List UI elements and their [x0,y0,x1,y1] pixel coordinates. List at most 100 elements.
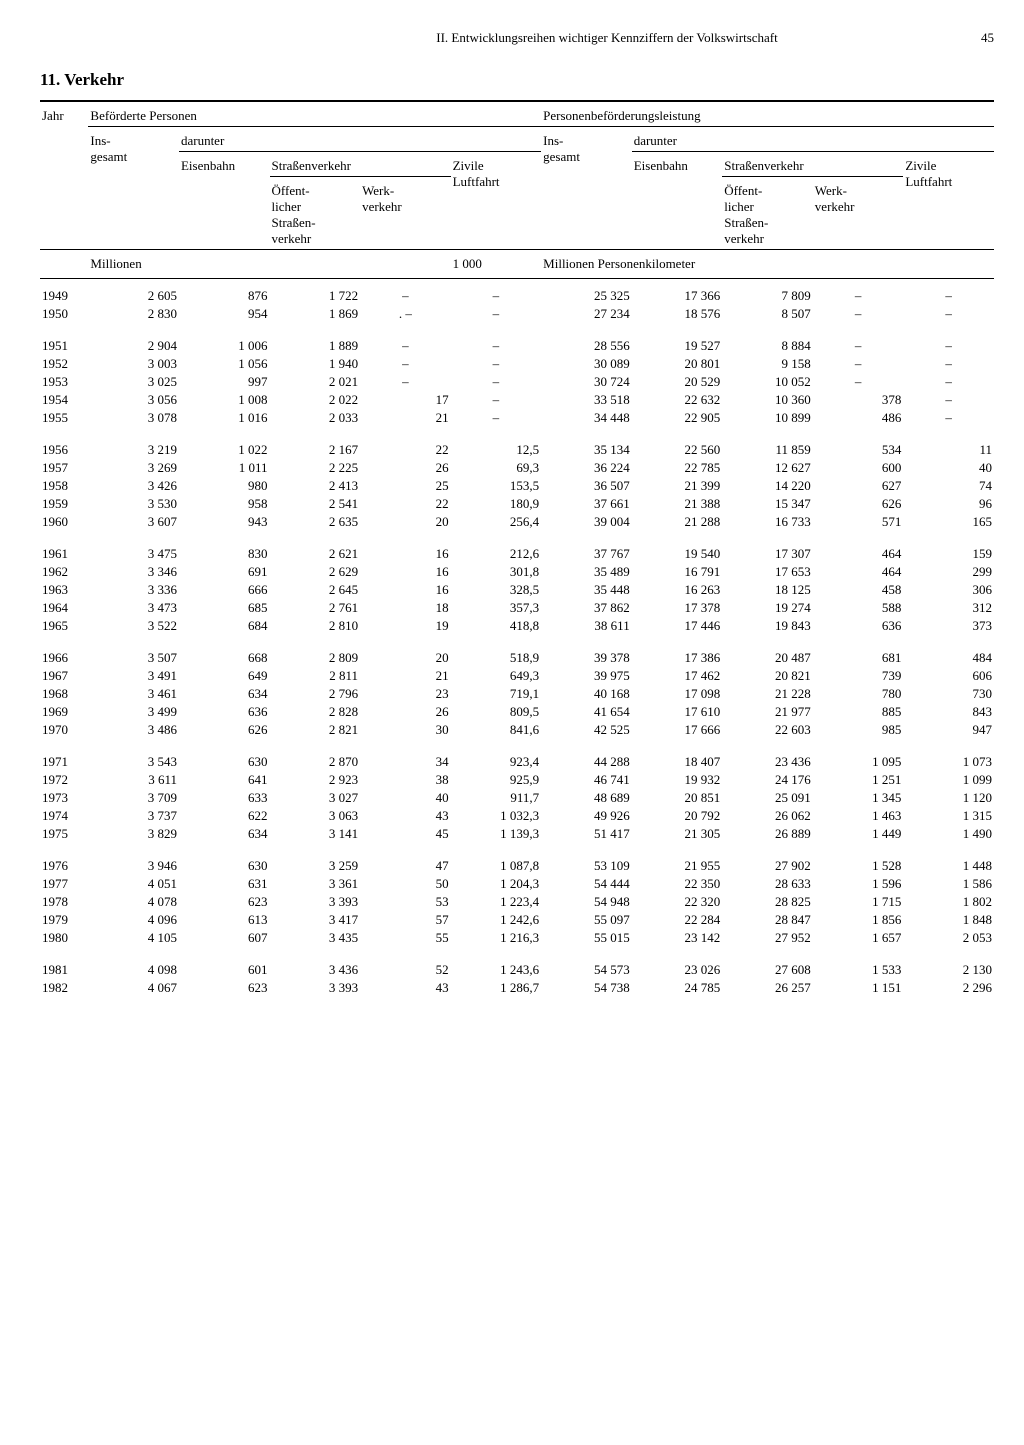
table-cell: 16 791 [632,563,723,581]
table-cell: 4 051 [88,875,179,893]
table-cell: 2 810 [270,617,361,635]
table-cell: 3 461 [88,685,179,703]
table-cell: 180,9 [451,495,542,513]
table-cell: 39 004 [541,513,632,531]
table-cell: 51 417 [541,825,632,843]
table-cell: 54 738 [541,979,632,997]
table-cell: 24 785 [632,979,723,997]
hdr-oeff-2: Öffent- licher Straßen- verkehr [722,177,813,250]
table-cell: – [813,287,904,305]
table-cell: 24 176 [722,771,813,789]
table-cell: 739 [813,667,904,685]
table-cell: 10 360 [722,391,813,409]
table-cell: 2 811 [270,667,361,685]
table-row: 19543 0561 0082 02217–33 51822 63210 360… [40,391,994,409]
hdr-strasse-2: Straßenverkehr [722,152,903,177]
table-cell: 2 761 [270,599,361,617]
table-cell: 17 610 [632,703,723,721]
table-cell: 17 366 [632,287,723,305]
table-cell: 23 [360,685,451,703]
table-cell: 45 [360,825,451,843]
table-cell: 28 825 [722,893,813,911]
table-cell: 958 [179,495,270,513]
table-cell: 1 490 [903,825,994,843]
section-title: 11. Verkehr [40,70,994,90]
table-cell: 4 078 [88,893,179,911]
table-cell: 925,9 [451,771,542,789]
table-cell: 3 486 [88,721,179,739]
table-cell: 16 [360,563,451,581]
table-cell: 1959 [40,495,88,513]
table-cell: 18 576 [632,305,723,323]
table-cell: 486 [813,409,904,427]
table-row: 19593 5309582 54122180,937 66121 38815 3… [40,495,994,513]
table-cell: 954 [179,305,270,323]
table-row: 19502 8309541 869. ––27 23418 5768 507–– [40,305,994,323]
table-cell: 1960 [40,513,88,531]
table-cell: 39 378 [541,649,632,667]
table-cell: 12,5 [451,441,542,459]
table-cell: 1 243,6 [451,961,542,979]
table-cell: 34 448 [541,409,632,427]
table-cell: 20 487 [722,649,813,667]
table-cell: 21 955 [632,857,723,875]
hdr-strasse-1: Straßenverkehr [270,152,451,177]
table-row: 19723 6116412 92338925,946 74119 93224 1… [40,771,994,789]
table-cell: 39 975 [541,667,632,685]
table-row: 19563 2191 0222 1672212,535 13422 56011 … [40,441,994,459]
table-row: 19573 2691 0112 2252669,336 22422 78512 … [40,459,994,477]
table-cell: 636 [179,703,270,721]
table-cell: 54 444 [541,875,632,893]
table-cell: 18 125 [722,581,813,599]
table-cell: 306 [903,581,994,599]
table-cell: 28 847 [722,911,813,929]
table-cell: 641 [179,771,270,789]
table-cell: 1955 [40,409,88,427]
table-cell: 10 899 [722,409,813,427]
table-cell: 36 224 [541,459,632,477]
hdr-insgesamt-2: Ins- gesamt [541,127,632,250]
table-cell: – [451,305,542,323]
table-cell: 588 [813,599,904,617]
table-row: 19492 6058761 722––25 32517 3667 809–– [40,287,994,305]
table-cell: 19 527 [632,337,723,355]
table-cell: 2 904 [88,337,179,355]
table-cell: 2 923 [270,771,361,789]
table-head: Jahr Beförderte Personen Personenbeförde… [40,100,994,287]
table-cell: 54 573 [541,961,632,979]
table-cell: 631 [179,875,270,893]
table-cell: 2 413 [270,477,361,495]
table-row: 19733 7096333 02740911,748 68920 85125 0… [40,789,994,807]
table-cell: – [903,373,994,391]
table-cell: 684 [179,617,270,635]
table-cell: – [360,355,451,373]
table-cell: 3 269 [88,459,179,477]
table-row: 19693 4996362 82826809,541 65417 61021 9… [40,703,994,721]
table-cell: 37 767 [541,545,632,563]
table-cell: 1949 [40,287,88,305]
table-cell: 3 056 [88,391,179,409]
table-cell: 19 [360,617,451,635]
table-cell: 2 796 [270,685,361,703]
table-cell: 630 [179,857,270,875]
table-cell: 1 869 [270,305,361,323]
table-cell: 299 [903,563,994,581]
table-cell: 2 645 [270,581,361,599]
table-cell: 16 [360,581,451,599]
table-cell: 40 168 [541,685,632,703]
table-cell: 464 [813,545,904,563]
table-cell: 22 350 [632,875,723,893]
table-cell: 1 345 [813,789,904,807]
table-cell: 1 120 [903,789,994,807]
table-row: 19643 4736852 76118357,337 86217 37819 2… [40,599,994,617]
table-cell: 26 [360,459,451,477]
table-cell: 1 099 [903,771,994,789]
table-cell: 1975 [40,825,88,843]
table-cell: 42 525 [541,721,632,739]
table-cell: 3 336 [88,581,179,599]
table-row: 19673 4916492 81121649,339 97517 46220 8… [40,667,994,685]
table-cell: 21 288 [632,513,723,531]
table-cell: 607 [179,929,270,947]
table-cell: 18 407 [632,753,723,771]
table-cell: 719,1 [451,685,542,703]
